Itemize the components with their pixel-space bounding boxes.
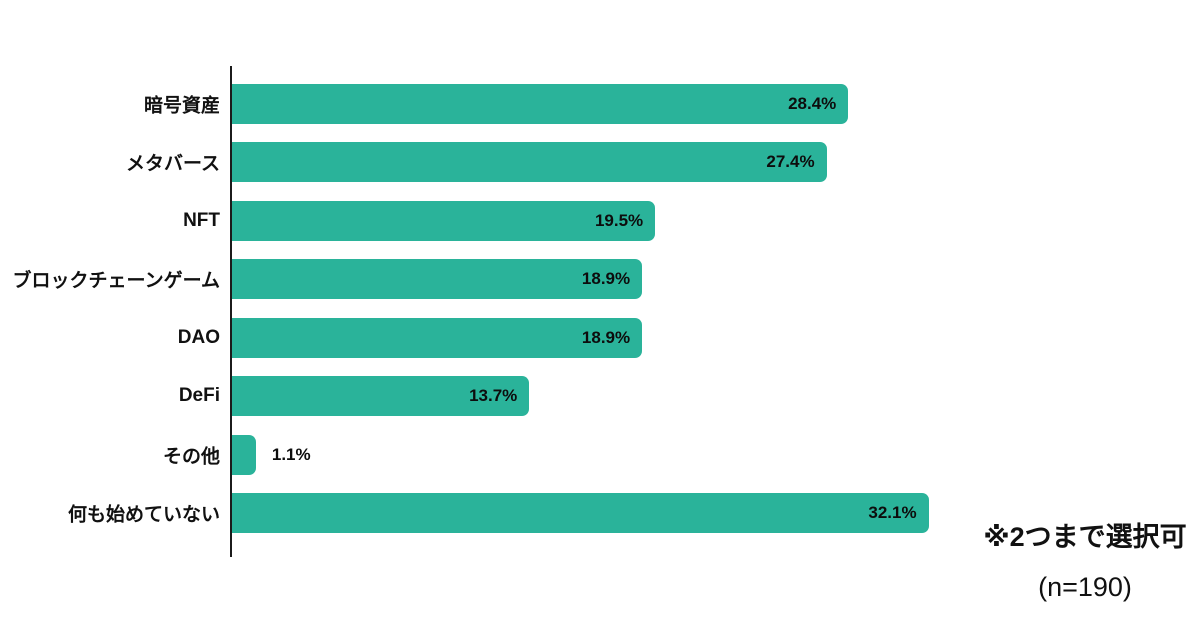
chart-row: NFT 19.5% [0,200,1200,241]
value-label: 1.1% [271,444,311,464]
bar-2: 19.5% [232,200,656,241]
value-label: 32.1% [868,503,917,523]
category-label: NFT [183,209,220,231]
chart-row: その他 1.1% [0,434,1200,475]
bar-0: 28.4% [232,84,849,124]
value-label: 19.5% [594,210,644,230]
bar-7: 32.1% [232,493,929,534]
category-label: ブロックチェーンゲーム [12,270,220,292]
chart-annotation: ※2つまで選択可 (n=190) [960,522,1200,602]
bar-1: 27.4% [232,142,827,183]
value-label: 18.9% [581,327,631,347]
category-label: DeFi [178,385,220,407]
annotation-note: ※2つまで選択可 [983,522,1187,552]
value-label: 18.9% [581,269,631,289]
bar-4: 18.9% [232,317,643,358]
category-label: メタバース [125,153,220,175]
category-label: 何も始めていない [67,504,220,526]
value-label: 28.4% [788,94,837,113]
bar-5: 13.7% [232,376,530,417]
chart-row: メタバース 27.4% [0,142,1200,183]
chart-row: DAO 18.9% [0,317,1200,358]
chart-row: 暗号資産 28.4% [0,84,1200,124]
annotation-sample-size: (n=190) [1038,572,1132,602]
category-label: DAO [177,326,220,348]
bar-6 [232,434,256,475]
chart-row: ブロックチェーンゲーム 18.9% [0,259,1200,300]
category-label: 暗号資産 [143,95,220,117]
value-label: 27.4% [766,152,815,172]
chart-row: DeFi 13.7% [0,376,1200,417]
chart-row: 何も始めていない 32.1% [0,493,1200,534]
category-label: その他 [162,446,220,468]
value-label: 13.7% [469,386,518,406]
bar-3: 18.9% [232,259,643,300]
y-axis-line [230,66,232,557]
